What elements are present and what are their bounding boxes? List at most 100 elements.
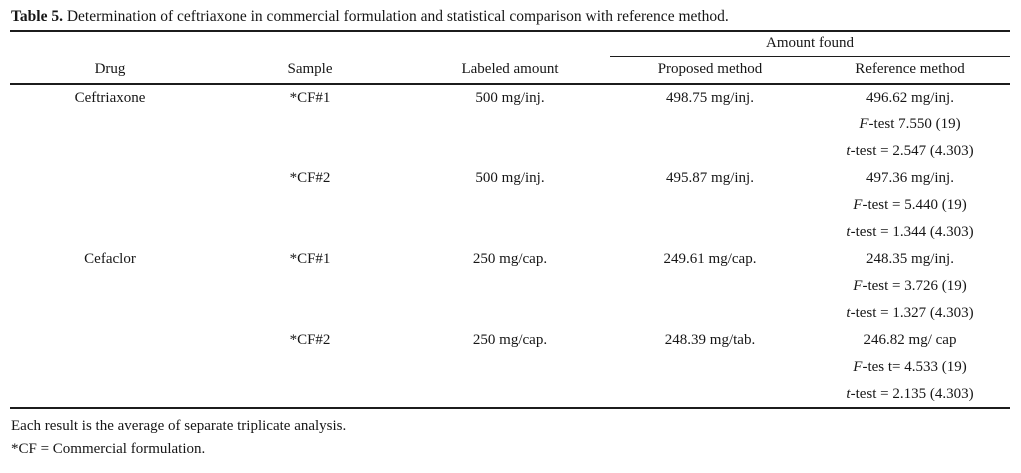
drug-cell [10,138,210,165]
drug-cell [10,165,210,192]
f-test-cell: F-test = 5.440 (19) [810,192,1010,219]
labeled-amount-cell [410,111,610,138]
labeled-amount-cell [410,219,610,246]
f-test-cell: F-tes t= 4.533 (19) [810,354,1010,381]
span-header-row: Amount found [10,31,1011,57]
proposed-method-cell: 249.61 mg/cap. [663,251,757,267]
table-row: F-test 7.550 (19) [10,111,1010,138]
drug-cell [10,381,210,409]
amount-found-header: Amount found [610,31,1011,57]
proposed-method-cell [610,138,810,165]
col-header-drug: Drug [10,56,210,85]
t-test-symbol: t [846,143,851,159]
drug-cell [10,273,210,300]
table-row: Cefaclor *CF#1 250 mg/cap. 249.61 mg/cap… [10,246,1010,273]
reference-method-cell: 246.82 mg/ cap [863,332,957,348]
drug-cell [10,327,210,354]
proposed-method-cell [610,381,810,409]
reference-method-cell: 248.35 mg/inj. [866,251,954,267]
t-test-symbol: t [846,224,851,240]
drug-cell: Ceftriaxone [74,89,146,106]
sample-cell: *CF#1 [289,251,331,267]
labeled-amount-cell: 500 mg/inj. [475,89,545,106]
sample-cell [210,381,410,409]
t-test-value: -test = 2.547 (4.303) [850,143,974,159]
column-header-row: Drug Sample Labeled amount Proposed meth… [10,56,1011,85]
proposed-method-cell [610,192,810,219]
t-test-cell: t-test = 1.327 (4.303) [810,300,1010,327]
f-test-value: -tes t= 4.533 (19) [862,359,967,375]
labeled-amount-cell [410,192,610,219]
labeled-amount-cell [410,273,610,300]
f-test-cell: F-test = 3.726 (19) [810,273,1010,300]
labeled-amount-cell [410,354,610,381]
t-test-symbol: t [846,305,851,321]
f-test-symbol: F [853,197,863,213]
table-caption-text: Determination of ceftriaxone in commerci… [62,8,729,25]
table-row: Ceftriaxone *CF#1 500 mg/inj. 498.75 mg/… [10,84,1010,111]
proposed-method-cell: 498.75 mg/inj. [666,89,754,106]
drug-cell: Cefaclor [84,251,136,267]
footnotes: Each result is the average of separate t… [11,415,1021,461]
table-caption: Table 5. Determination of ceftriaxone in… [11,8,1011,26]
drug-cell [10,354,210,381]
labeled-amount-cell: 250 mg/cap. [472,251,548,267]
sample-cell [210,354,410,381]
sample-cell [210,111,410,138]
table-row: F-test = 5.440 (19) [10,192,1010,219]
sample-cell: *CF#2 [289,332,331,348]
table-row: t-test = 1.344 (4.303) [10,219,1010,246]
table-row: t-test = 2.135 (4.303) [10,381,1011,409]
t-test-value: -test = 2.135 (4.303) [850,385,974,402]
labeled-amount-cell [410,381,610,409]
span-header-spacer [10,31,610,56]
table-row: *CF#2 500 mg/inj. 495.87 mg/inj. 497.36 … [10,165,1010,192]
t-test-symbol: t [846,385,851,402]
f-test-symbol: F [853,278,863,294]
labeled-amount-cell: 250 mg/cap. [472,332,548,348]
t-test-cell: t-test = 1.344 (4.303) [810,219,1010,246]
table-caption-label: Table 5. [11,8,63,25]
proposed-method-cell [610,354,810,381]
reference-method-cell: 497.36 mg/inj. [866,170,954,186]
labeled-amount-cell: 500 mg/inj. [475,170,545,186]
table-row: F-test = 3.726 (19) [10,273,1010,300]
t-test-cell: t-test = 2.135 (4.303) [810,381,1011,409]
sample-cell: *CF#2 [289,170,331,186]
sample-cell: *CF#1 [289,89,331,106]
col-header-proposed-method: Proposed method [610,56,810,85]
f-test-symbol: F [859,116,869,132]
drug-cell [10,300,210,327]
proposed-method-cell [610,273,810,300]
paper-page: Table 5. Determination of ceftriaxone in… [0,8,1021,473]
t-test-value: -test = 1.344 (4.303) [850,224,974,240]
t-test-cell: t-test = 2.547 (4.303) [810,138,1010,165]
f-test-symbol: F [853,359,863,375]
table-row: F-tes t= 4.533 (19) [10,354,1010,381]
f-test-value: -test = 5.440 (19) [862,197,967,213]
col-header-labeled-amount: Labeled amount [410,56,610,85]
table-row: t-test = 2.547 (4.303) [10,138,1010,165]
labeled-amount-cell [410,138,610,165]
sample-cell [210,192,410,219]
t-test-value: -test = 1.327 (4.303) [850,305,974,321]
reference-method-cell: 496.62 mg/inj. [866,89,954,106]
proposed-method-cell [610,219,810,246]
footnote-cf-definition: *CF = Commercial formulation. [11,441,206,457]
drug-cell [10,111,210,138]
results-table: Amount found Drug Sample Labeled amount … [10,30,1011,409]
col-header-sample: Sample [210,56,410,85]
proposed-method-cell: 248.39 mg/tab. [664,332,756,348]
sample-cell [210,273,410,300]
proposed-method-cell: 495.87 mg/inj. [666,170,754,186]
sample-cell [210,219,410,246]
proposed-method-cell [610,300,810,327]
drug-cell [10,219,210,246]
f-test-value: -test 7.550 (19) [868,116,961,132]
f-test-value: -test = 3.726 (19) [862,278,967,294]
col-header-reference-method: Reference method [810,56,1011,85]
table-row: *CF#2 250 mg/cap. 248.39 mg/tab. 246.82 … [10,327,1010,354]
f-test-cell: F-test 7.550 (19) [810,111,1010,138]
labeled-amount-cell [410,300,610,327]
sample-cell [210,138,410,165]
